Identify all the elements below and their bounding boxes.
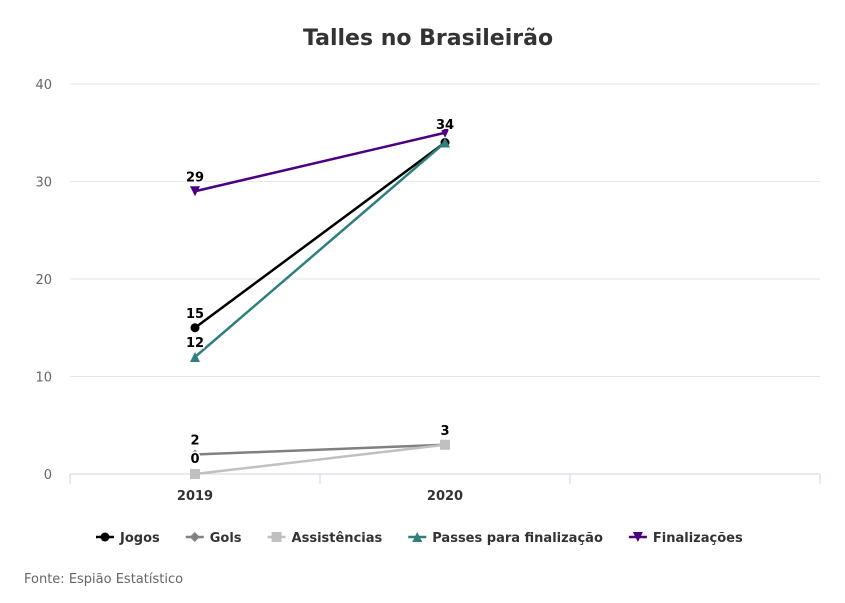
legend-marker-icon [632, 532, 643, 542]
legend-marker-icon [412, 532, 423, 542]
legend-label: Finalizações [653, 531, 743, 546]
data-point [440, 127, 450, 138]
data-point [190, 323, 200, 333]
data-label: 2 [190, 434, 199, 449]
legend-item-2[interactable]: Assistências [267, 531, 383, 546]
data-point [190, 449, 200, 460]
legend-marker-icon [271, 532, 282, 542]
series-line-0 [194, 141, 446, 329]
source-note: Fonte: Espião Estatístico [24, 572, 184, 587]
data-label: 0 [190, 452, 199, 467]
series-line-3 [194, 141, 446, 358]
x-tick-label: 2020 [427, 489, 463, 504]
data-label: 12 [186, 336, 204, 351]
y-tick-label: 10 [35, 371, 52, 386]
data-label: 3 [440, 424, 449, 439]
chart-title: Talles no Brasileirão [303, 26, 553, 51]
series-line-4 [194, 131, 446, 193]
legend-label: Passes para finalização [432, 531, 603, 546]
legend-label: Assistências [292, 531, 383, 546]
data-point [440, 439, 450, 450]
data-point [190, 352, 200, 362]
series-line-2 [194, 443, 446, 476]
data-label: 29 [186, 170, 204, 185]
series-line-1 [194, 443, 446, 456]
legend-marker-icon [189, 532, 200, 542]
data-point [190, 469, 200, 479]
data-point [190, 186, 200, 197]
x-tick-label: 2019 [177, 489, 213, 504]
data-label: 34 [436, 118, 454, 133]
legend-item-1[interactable]: Gols [185, 531, 242, 546]
legend-marker-icon [100, 532, 110, 542]
legend-item-0[interactable]: Jogos [96, 531, 160, 546]
y-tick-label: 30 [35, 176, 52, 191]
data-label: 15 [186, 307, 204, 322]
legend-item-3[interactable]: Passes para finalização [408, 531, 603, 546]
y-tick-label: 0 [44, 468, 52, 483]
legend-item-4[interactable]: Finalizações [628, 531, 743, 546]
y-tick-label: 20 [35, 273, 52, 288]
data-point [440, 137, 450, 148]
legend-label: Gols [210, 531, 242, 546]
legend-label: Jogos [119, 531, 160, 546]
y-tick-label: 40 [35, 78, 52, 93]
